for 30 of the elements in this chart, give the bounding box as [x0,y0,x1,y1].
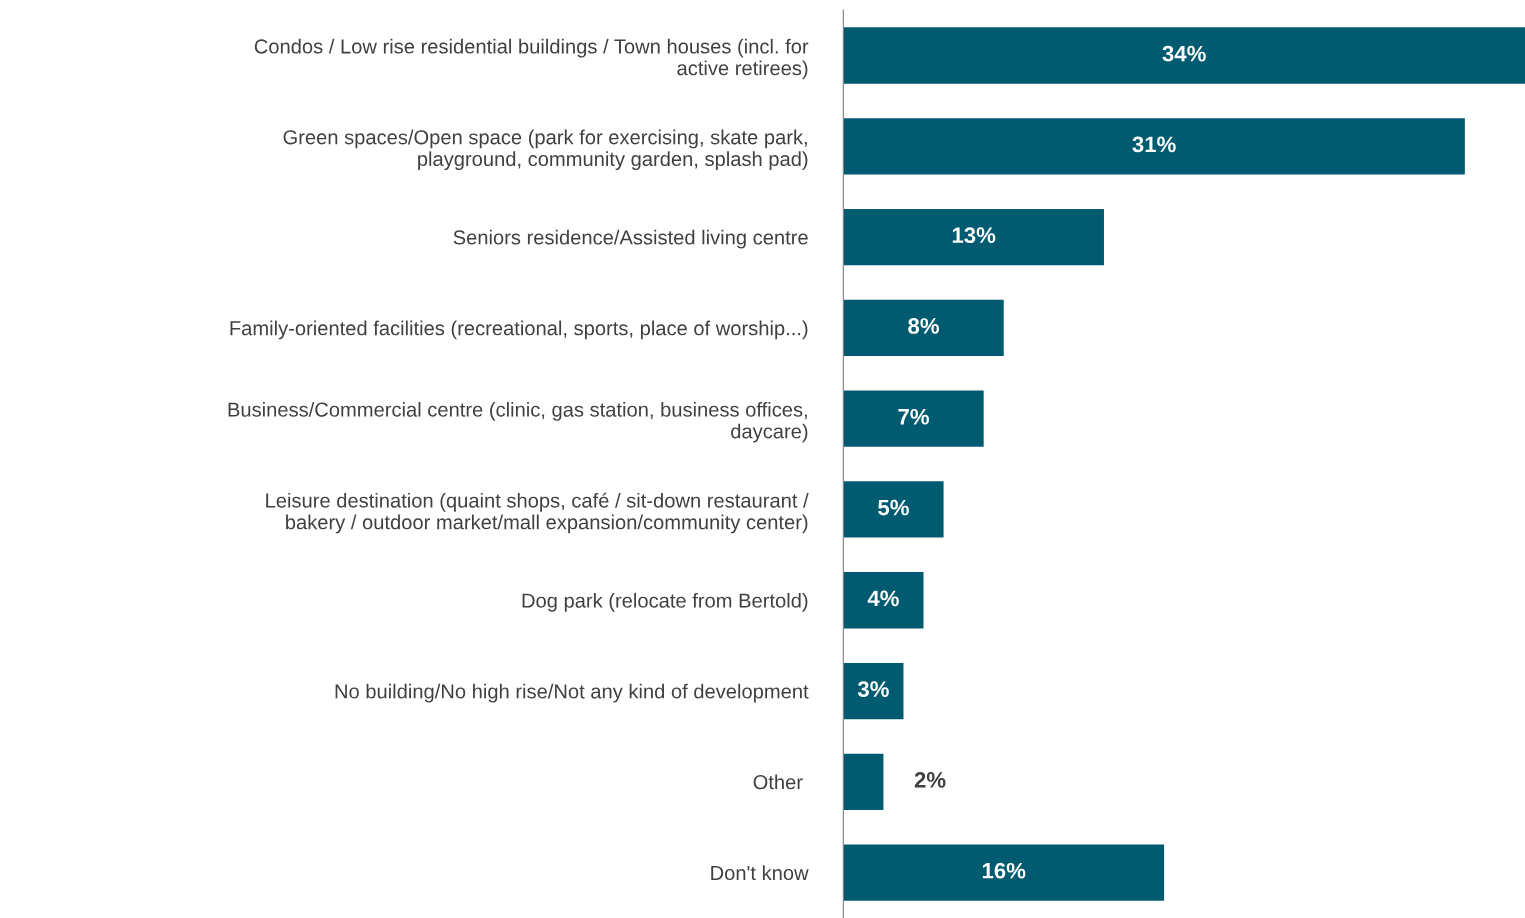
data-label: 31% [1132,136,1176,153]
y-tick-label: Green spaces/Open space (park for exercising, skate park, playground, community garden, splash pad) [283,129,808,171]
data-label: 13% [952,227,996,244]
bar [843,662,904,720]
data-label: 3% [857,681,889,698]
bar [843,27,1525,84]
y-tick-label: Seniors residence/Assisted living centre [453,229,808,249]
y-tick-label: Business/Commercial centre (clinic, gas station, business offices, daycare) [228,401,808,443]
y-tick-label: Condos / Low rise residential buildings / Town houses (incl. for active retirees) [254,38,809,80]
data-label: 4% [867,590,899,607]
bar [843,572,924,629]
bar [843,390,984,447]
bar [843,299,1004,357]
bar [843,844,1165,901]
y-tick-label: Don't know [711,865,809,881]
bar [843,208,1104,266]
y-tick-label: Dog park (relocate from Bertold) [522,592,808,612]
bar [843,481,944,538]
data-label: 34% [1162,45,1206,62]
y-tick-label: Other [753,774,803,790]
bar [843,118,1465,175]
bar [843,753,884,810]
data-label: 5% [878,499,909,516]
data-label: 8% [908,318,939,334]
y-tick-label: Family-oriented facilities (recreational, sports, place of worship...) [230,320,808,340]
data-label: 7% [898,408,929,425]
data-label: 16% [982,862,1026,879]
y-tick-label: Leisure destination (quaint shops, café / sit-down restaurant / bakery / outdoor market/mall expansion/community center) [266,492,809,534]
data-label: 2% [914,772,946,788]
y-tick-label: No building/No high rise/Not any kind of development [335,683,809,703]
